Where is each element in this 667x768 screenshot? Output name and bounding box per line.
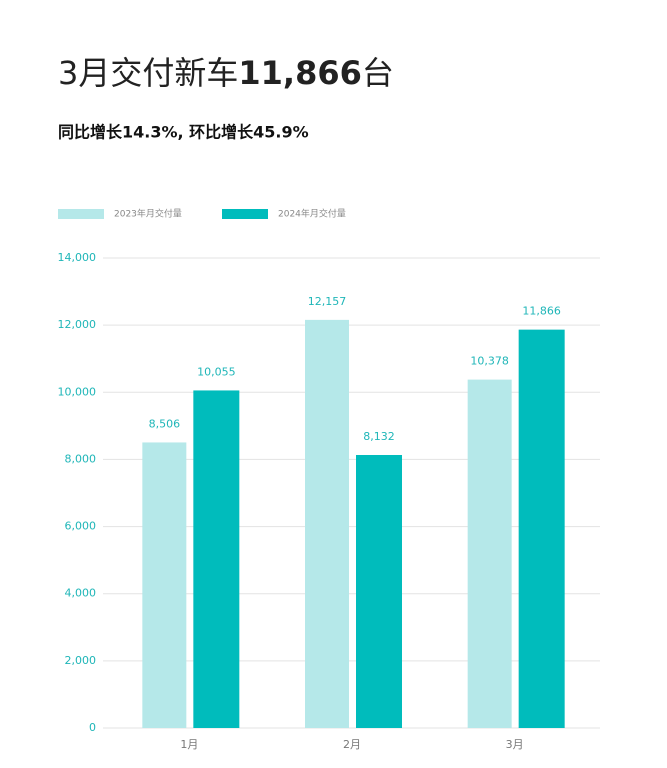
bar [518, 329, 565, 728]
bar [142, 442, 187, 728]
y-tick-label: 4,000 [65, 587, 97, 600]
value-label: 12,157 [308, 295, 347, 308]
legend-label: 2023年月交付量 [114, 208, 182, 220]
chart-subtitle: 同比增长14.3%, 环比增长45.9% [58, 123, 309, 142]
bar [305, 319, 349, 728]
bar [356, 454, 402, 728]
chart-title: 3月交付新车11,866台 [58, 54, 394, 92]
value-label: 8,506 [149, 417, 181, 430]
title-part: 台 [362, 54, 394, 92]
title-part: 11,866 [238, 54, 361, 92]
y-tick-label: 0 [89, 721, 96, 734]
value-label: 10,378 [470, 355, 509, 368]
x-tick-label: 1月 [180, 738, 198, 751]
value-label: 11,866 [522, 305, 561, 318]
bar [193, 390, 240, 728]
x-tick-label: 3月 [506, 738, 524, 751]
value-label: 8,132 [363, 430, 395, 443]
y-tick-label: 12,000 [58, 318, 97, 331]
legend-label: 2024年月交付量 [278, 208, 346, 220]
y-tick-label: 10,000 [58, 385, 97, 398]
y-tick-label: 14,000 [58, 251, 97, 264]
value-label: 10,055 [197, 365, 236, 378]
x-tick-label: 2月 [343, 738, 361, 751]
y-tick-label: 2,000 [65, 654, 97, 667]
y-tick-label: 8,000 [65, 452, 97, 465]
bar [467, 379, 512, 728]
title-part: 3月交付新车 [58, 54, 238, 92]
legend-swatch [58, 209, 104, 219]
legend-swatch [222, 209, 268, 219]
y-tick-label: 6,000 [65, 520, 97, 533]
